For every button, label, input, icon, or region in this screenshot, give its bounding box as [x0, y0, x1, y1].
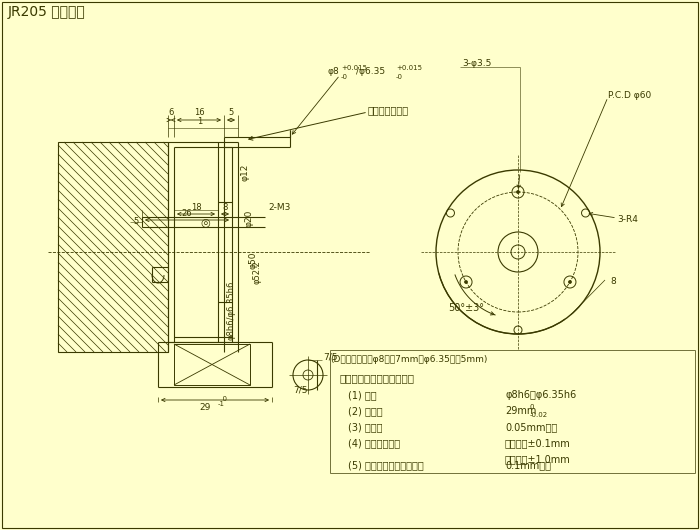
Circle shape [568, 280, 571, 284]
Text: φ8h6/φ6.35h6: φ8h6/φ6.35h6 [226, 280, 235, 340]
Text: /φ6.35: /φ6.35 [356, 67, 385, 76]
Text: 8: 8 [610, 278, 616, 287]
Text: 0.05mm以下: 0.05mm以下 [505, 422, 557, 432]
Text: -0.02: -0.02 [530, 412, 548, 418]
Text: 0: 0 [530, 404, 535, 410]
Text: +0.015: +0.015 [341, 65, 367, 71]
Text: -0: -0 [341, 74, 348, 80]
Text: 16: 16 [194, 108, 204, 117]
Text: 3-R4: 3-R4 [617, 216, 638, 225]
Text: (3) 軸振れ: (3) 軸振れ [348, 422, 382, 432]
Text: ダストキャップ: ダストキャップ [368, 105, 409, 115]
Text: ◎: ◎ [200, 217, 210, 227]
Text: -1: -1 [218, 401, 225, 407]
Text: (5) 軸と取付け面の直角度: (5) 軸と取付け面の直角度 [348, 460, 424, 470]
Circle shape [465, 280, 468, 284]
Text: 推奖値：±0.1mm: 推奖値：±0.1mm [505, 438, 570, 448]
Text: 29mm: 29mm [505, 406, 536, 416]
Bar [58, 142, 168, 352]
Text: (2) 軸長さ: (2) 軸長さ [348, 406, 383, 416]
Text: 0.1mm以下: 0.1mm以下 [505, 460, 551, 470]
Text: +0.015: +0.015 [396, 65, 422, 71]
Text: 0: 0 [218, 396, 227, 402]
Text: JR205 形状寸法: JR205 形状寸法 [8, 5, 85, 19]
Text: -0: -0 [396, 74, 403, 80]
Text: 取付け軸についての推奖値: 取付け軸についての推奖値 [340, 373, 415, 383]
Text: φ20: φ20 [244, 209, 253, 227]
Text: 7/5: 7/5 [323, 352, 337, 361]
Text: φ50: φ50 [248, 251, 257, 269]
Text: 2-M3: 2-M3 [268, 202, 290, 211]
Text: φ12: φ12 [240, 163, 249, 181]
Text: 3-φ3.5: 3-φ3.5 [462, 59, 491, 68]
Text: 1: 1 [197, 117, 202, 126]
Text: φ8: φ8 [328, 67, 339, 76]
Text: 5: 5 [228, 108, 234, 117]
Circle shape [517, 190, 519, 193]
Text: φ52.2: φ52.2 [253, 260, 262, 284]
Text: 許容値：±1.0mm: 許容値：±1.0mm [505, 454, 570, 464]
Text: 26: 26 [182, 209, 192, 218]
Text: 8: 8 [223, 203, 228, 212]
Text: (4) エンドプレー: (4) エンドプレー [348, 438, 400, 448]
Text: 7/5: 7/5 [293, 385, 307, 394]
Text: 50°±3°: 50°±3° [448, 303, 484, 313]
Text: 18: 18 [190, 203, 202, 212]
Text: 6: 6 [168, 108, 174, 117]
Text: P.C.D φ60: P.C.D φ60 [608, 91, 651, 100]
Text: 29: 29 [199, 403, 211, 412]
Bar [174, 344, 250, 385]
Text: (Dカット：軸径φ8では7mm、φ6.35では5mm): (Dカット：軸径φ8では7mm、φ6.35では5mm) [330, 356, 487, 365]
Text: 5: 5 [134, 217, 139, 226]
Text: φ8h6／φ6.35h6: φ8h6／φ6.35h6 [505, 390, 576, 400]
Text: (1) 軸径: (1) 軸径 [348, 390, 377, 400]
